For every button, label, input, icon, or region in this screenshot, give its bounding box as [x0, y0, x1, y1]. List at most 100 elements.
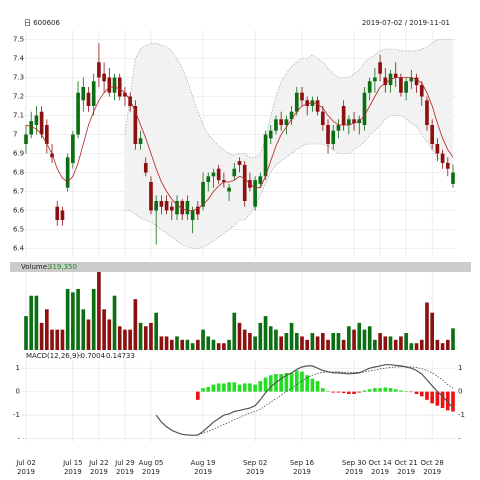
macd-bar: [248, 383, 252, 392]
volume-bar: [248, 333, 252, 350]
x-tick-label: Sep 16: [290, 459, 315, 467]
volume-bar: [60, 329, 65, 350]
macd-tick-label: -1: [458, 411, 465, 419]
macd-bar: [263, 377, 268, 392]
macd-bar: [399, 390, 403, 392]
volume-bar: [117, 326, 122, 350]
y-tick-label: 6.4: [13, 245, 25, 253]
x-tick-label: Oct 21: [395, 459, 418, 467]
x-tick-label: Oct 28: [421, 459, 444, 467]
candle-body: [60, 210, 65, 220]
volume-bar: [71, 292, 75, 350]
macd-bar: [373, 388, 377, 392]
x-tick-year: 2019: [246, 468, 264, 476]
volume-bar: [86, 319, 91, 350]
candle-body: [294, 92, 299, 112]
candle-body: [196, 206, 200, 215]
volume-bar: [367, 326, 372, 350]
macd-bar: [357, 391, 362, 393]
volume-bar: [45, 309, 49, 350]
volume-bar: [409, 343, 414, 350]
candle-body: [222, 180, 226, 182]
macd-bar: [279, 374, 283, 392]
volume-bar: [253, 336, 257, 350]
x-tick-year: 2019: [17, 468, 35, 476]
volume-bar: [159, 336, 164, 350]
candle-body: [430, 125, 434, 144]
candle-body: [211, 172, 216, 177]
volume-bar: [440, 343, 445, 350]
candle-body: [55, 206, 60, 220]
candle-body: [50, 153, 54, 158]
volume-bar: [404, 333, 408, 350]
volume-bar: [97, 272, 101, 350]
candle-body: [227, 187, 231, 192]
candle-body: [143, 163, 148, 173]
volume-bar: [341, 339, 346, 350]
volume-bar: [190, 343, 195, 350]
candle-body: [81, 87, 86, 101]
volume-bar: [300, 336, 304, 350]
candle-body: [373, 77, 377, 82]
macd-dea: [197, 366, 454, 435]
candle-body: [190, 210, 195, 220]
volume-bar: [180, 339, 185, 350]
volume-bar: [138, 322, 143, 350]
macd-bar: [414, 391, 419, 394]
volume-bar: [201, 329, 205, 350]
candle-body: [362, 92, 367, 125]
macd-tick-label: -: [17, 434, 20, 442]
volume-bar: [102, 309, 106, 350]
macd-bar: [268, 375, 273, 392]
y-tick-label: 6.9: [13, 150, 24, 158]
candle-body: [336, 125, 341, 131]
volume-bar: [211, 339, 216, 350]
candle-body: [263, 134, 268, 177]
volume-bar: [310, 333, 315, 350]
candle-body: [310, 100, 315, 106]
candle-body: [24, 134, 28, 144]
macd-tick-label: 0: [458, 388, 462, 396]
volume-label: Volume:: [21, 263, 49, 271]
macd-bar: [294, 370, 299, 392]
candle-body: [331, 130, 336, 144]
volume-bar: [133, 299, 138, 350]
candle-body: [159, 201, 164, 207]
macd-bar: [315, 381, 320, 392]
volume-bar: [76, 288, 80, 350]
volume-last: 319,350: [48, 263, 77, 271]
volume-bar: [227, 339, 231, 350]
y-tick-label: 7.5: [13, 36, 24, 44]
volume-bar: [279, 336, 283, 350]
volume-bar: [378, 333, 382, 350]
volume-bar: [123, 329, 127, 350]
y-tick-label: 7.2: [13, 93, 24, 101]
macd-bar: [320, 388, 325, 392]
volume-bar: [274, 329, 278, 350]
y-tick-label: 6.5: [13, 226, 24, 234]
candle-body: [289, 111, 294, 120]
candle-body: [383, 77, 388, 86]
volume-bar: [112, 295, 117, 350]
x-tick-label: Jul 22: [88, 459, 109, 467]
candle-body: [237, 161, 242, 165]
candle-body: [347, 119, 351, 125]
candle-body: [404, 81, 408, 93]
candle-body: [169, 206, 174, 211]
volume-bar: [289, 322, 294, 350]
x-tick-label: Jul 02: [15, 459, 36, 467]
volume-bar: [242, 329, 247, 350]
candle-body: [451, 172, 455, 184]
x-tick-label: Aug 19: [191, 459, 216, 467]
volume-bar: [419, 339, 424, 350]
volume-bar: [50, 329, 54, 350]
candle-body: [399, 77, 403, 93]
ma-line: [25, 77, 454, 211]
volume-bar: [258, 322, 263, 350]
volume-bar: [107, 319, 112, 350]
volume-bar: [175, 336, 179, 350]
candle-body: [29, 121, 34, 135]
volume-bar: [143, 326, 148, 350]
volume-bar: [81, 309, 86, 350]
